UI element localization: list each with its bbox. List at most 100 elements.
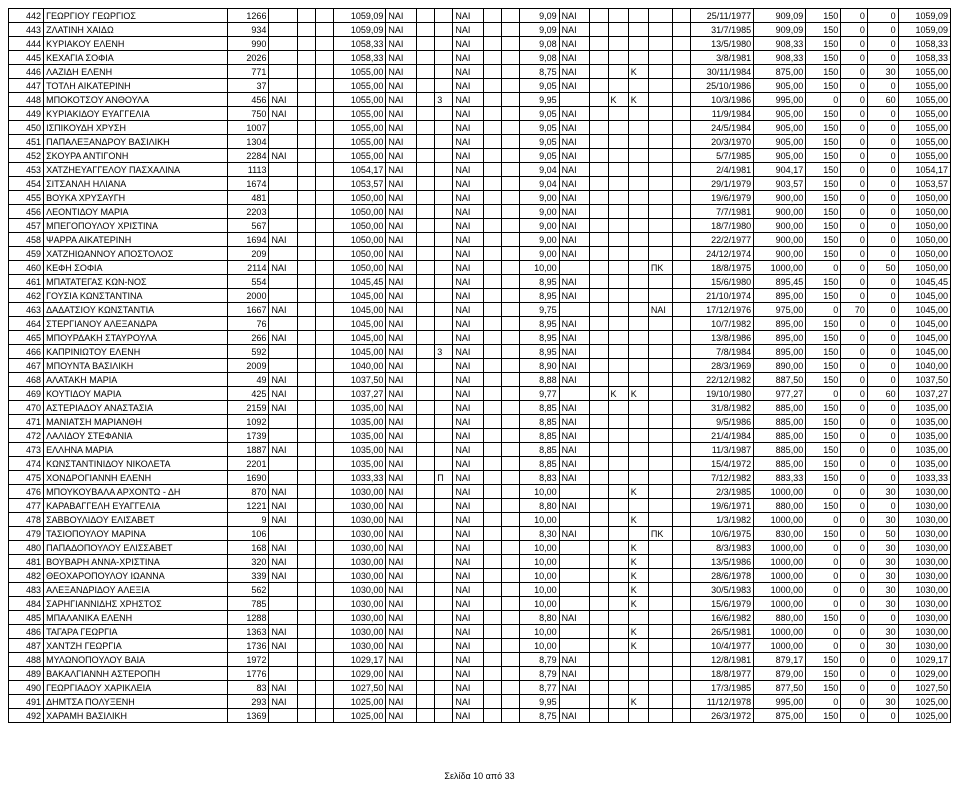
row-sp <box>316 261 334 275</box>
row-val2: 9,04 <box>520 163 559 177</box>
row-val7: 1050,00 <box>898 191 950 205</box>
row-flag1: ΝΑΙ <box>269 625 298 639</box>
row-id: 1266 <box>228 9 269 23</box>
row-nai-c: ΝΑΙ <box>559 289 590 303</box>
row-sp <box>316 387 334 401</box>
row-nai-a: ΝΑΙ <box>386 597 417 611</box>
row-sp <box>590 317 608 331</box>
row-naix <box>648 667 672 681</box>
row-num: 473 <box>9 443 44 457</box>
row-date: 25/10/1986 <box>691 79 754 93</box>
row-sp <box>502 261 520 275</box>
row-v6: 0 <box>867 667 898 681</box>
row-v4: 0 <box>806 261 841 275</box>
row-sp <box>590 275 608 289</box>
row-k2 <box>628 709 648 723</box>
row-v6: 0 <box>867 457 898 471</box>
row-p <box>435 9 453 23</box>
row-k1 <box>608 191 628 205</box>
row-sp <box>673 65 691 79</box>
row-sp <box>298 513 316 527</box>
row-val3: 900,00 <box>754 205 806 219</box>
row-sp <box>590 457 608 471</box>
row-v5: 0 <box>841 219 868 233</box>
row-val1: 1037,27 <box>334 387 386 401</box>
row-nai-b: ΝΑΙ <box>453 709 484 723</box>
row-k1 <box>608 709 628 723</box>
row-nai-c: ΝΑΙ <box>559 79 590 93</box>
row-nai-a: ΝΑΙ <box>386 275 417 289</box>
row-sp <box>417 667 435 681</box>
row-id: 293 <box>228 695 269 709</box>
row-id: 1092 <box>228 415 269 429</box>
row-val3: 900,00 <box>754 233 806 247</box>
row-val2: 9,05 <box>520 121 559 135</box>
row-sp <box>484 23 502 37</box>
row-val7: 1035,00 <box>898 443 950 457</box>
row-sp <box>590 93 608 107</box>
row-nai-a: ΝΑΙ <box>386 555 417 569</box>
row-sp <box>298 485 316 499</box>
row-sp <box>590 443 608 457</box>
row-sp <box>673 345 691 359</box>
row-nai-a: ΝΑΙ <box>386 611 417 625</box>
row-nai-a: ΝΑΙ <box>386 583 417 597</box>
row-k1 <box>608 219 628 233</box>
row-num: 489 <box>9 667 44 681</box>
row-num: 459 <box>9 247 44 261</box>
row-sp <box>590 359 608 373</box>
row-sp <box>484 443 502 457</box>
row-sp <box>298 149 316 163</box>
row-v6: 0 <box>867 247 898 261</box>
row-sp <box>484 289 502 303</box>
row-sp <box>417 149 435 163</box>
row-sp <box>298 527 316 541</box>
row-nai-b: ΝΑΙ <box>453 527 484 541</box>
row-num: 455 <box>9 191 44 205</box>
row-flag1 <box>269 65 298 79</box>
row-sp <box>673 541 691 555</box>
row-nai-c: ΝΑΙ <box>559 443 590 457</box>
row-sp <box>590 639 608 653</box>
row-k2 <box>628 135 648 149</box>
row-val2: 9,09 <box>520 23 559 37</box>
row-sp <box>590 303 608 317</box>
row-flag1 <box>269 709 298 723</box>
row-date: 19/10/1980 <box>691 387 754 401</box>
row-nai-b: ΝΑΙ <box>453 107 484 121</box>
row-val1: 1050,00 <box>334 219 386 233</box>
row-sp <box>590 191 608 205</box>
row-val3: 900,00 <box>754 247 806 261</box>
row-flag1 <box>269 191 298 205</box>
row-nai-a: ΝΑΙ <box>386 359 417 373</box>
row-v4: 150 <box>806 191 841 205</box>
row-p <box>435 191 453 205</box>
row-sp <box>502 415 520 429</box>
row-sp <box>673 9 691 23</box>
row-k2 <box>628 261 648 275</box>
row-sp <box>502 107 520 121</box>
row-sp <box>417 583 435 597</box>
row-nai-b: ΝΑΙ <box>453 499 484 513</box>
row-k2 <box>628 79 648 93</box>
row-v4: 150 <box>806 415 841 429</box>
row-val2: 9,00 <box>520 191 559 205</box>
row-id: 76 <box>228 317 269 331</box>
row-v5: 0 <box>841 261 868 275</box>
row-nai-c: ΝΑΙ <box>559 37 590 51</box>
row-num: 477 <box>9 499 44 513</box>
row-sp <box>298 107 316 121</box>
row-num: 443 <box>9 23 44 37</box>
row-nai-c: ΝΑΙ <box>559 163 590 177</box>
row-v4: 150 <box>806 527 841 541</box>
row-v5: 0 <box>841 65 868 79</box>
row-k1 <box>608 79 628 93</box>
row-p <box>435 37 453 51</box>
row-sp <box>673 177 691 191</box>
row-name: ΤΑΣΙΟΠΟΥΛΟΥ ΜΑΡΙΝΑ <box>44 527 228 541</box>
row-sp <box>316 247 334 261</box>
row-val2: 9,95 <box>520 93 559 107</box>
row-sp <box>673 415 691 429</box>
row-nai-a: ΝΑΙ <box>386 317 417 331</box>
row-sp <box>298 191 316 205</box>
